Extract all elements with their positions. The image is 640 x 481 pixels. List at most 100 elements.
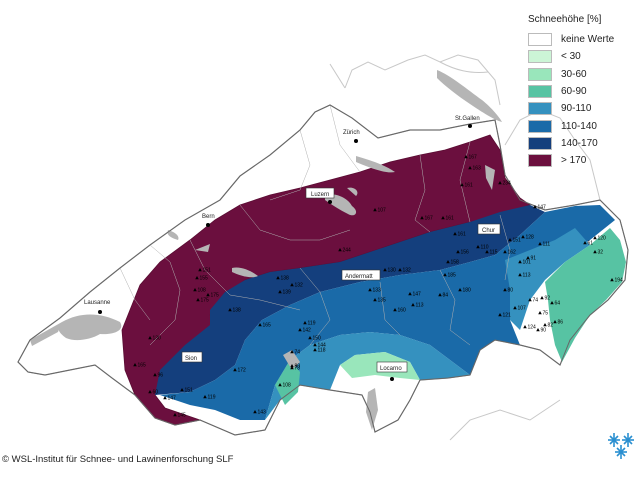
station-value: 185 (448, 273, 457, 279)
station-marker-icon (313, 348, 317, 352)
city-locarno: Locarno (376, 361, 408, 381)
station-value: 151 (513, 238, 522, 244)
station-marker-icon (553, 320, 557, 324)
station-value: 194 (615, 278, 624, 284)
station-value: 155 (200, 276, 209, 282)
city-label-zurich: Zürich (343, 130, 360, 136)
station-value: 107 (378, 208, 387, 214)
station-marker-icon (538, 242, 542, 246)
station-value: 132 (403, 268, 412, 274)
station-marker-icon (518, 260, 522, 264)
station-marker-icon (290, 364, 294, 368)
station-marker-icon (528, 298, 532, 302)
station-value: 145 (178, 413, 187, 419)
legend-item: keine Werte (528, 31, 636, 48)
region-140-170 (155, 205, 545, 395)
legend-label: 60-90 (561, 86, 587, 98)
city-andermatt: Andermatt (341, 269, 381, 281)
station-value: 111 (543, 242, 551, 248)
legend-label: 140-170 (561, 137, 598, 149)
station-marker-icon (536, 328, 540, 332)
legend-label: 110-140 (561, 120, 597, 132)
station-marker-icon (518, 273, 522, 277)
station-value: 161 (446, 216, 455, 222)
station-value: 121 (503, 313, 512, 319)
station-marker-icon (408, 292, 412, 296)
station-marker-icon (148, 336, 152, 340)
station-marker-icon (368, 288, 372, 292)
station-value: 92 (545, 296, 551, 302)
station-value: 142 (303, 328, 312, 334)
station-marker-icon (543, 323, 547, 327)
station-marker-icon (550, 301, 554, 305)
station-value: 75 (543, 311, 549, 317)
city-chur: Chur (477, 223, 501, 235)
station-marker-icon (446, 260, 450, 264)
city-bern: Bern (202, 214, 215, 227)
city-zurich: Zürich (343, 130, 360, 143)
map-legend: Schneehöhe [%] keine Werte < 30 30-60 60-90… (528, 14, 636, 169)
city-box (181, 351, 203, 363)
region-60-90 (275, 228, 626, 405)
region-110-140 (160, 205, 615, 420)
lake-constance (437, 70, 502, 122)
station-value: 160 (398, 308, 407, 314)
station-value: 175 (211, 293, 220, 299)
station-marker-icon (383, 268, 387, 272)
station-value: 86 (558, 320, 564, 326)
station-marker-icon (526, 256, 530, 260)
city-dot (206, 223, 210, 227)
station-value: 143 (258, 410, 267, 416)
station-value: 138 (281, 276, 290, 282)
neighbour-borders (329, 54, 601, 441)
station-value: 108 (283, 383, 292, 389)
legend-swatch (528, 136, 552, 150)
canton-borders (119, 104, 511, 346)
station-marker-icon (278, 290, 282, 294)
station-value: 74 (533, 298, 539, 304)
station-value: 91 (531, 256, 537, 262)
station-marker-icon (508, 238, 512, 242)
station-layer: 167 163 161 234 147 107 167 161 161 110 151 162 120 1… (133, 155, 623, 419)
city-label-lausanne: Lausanne (84, 300, 111, 306)
legend-item: > 170 (528, 152, 636, 169)
city-box (477, 223, 501, 235)
station-marker-icon (593, 250, 597, 254)
station-marker-icon (148, 390, 152, 394)
station-value: 113 (523, 273, 531, 279)
station-value: 234 (503, 181, 512, 187)
station-marker-icon (503, 288, 507, 292)
station-marker-icon (521, 235, 525, 239)
city-label-bern: Bern (202, 214, 215, 220)
station-value: 101 (523, 260, 532, 266)
city-box (376, 361, 408, 373)
station-marker-icon (540, 296, 544, 300)
station-marker-icon (206, 293, 210, 297)
station-value: 84 (443, 293, 449, 299)
station-value: 165 (138, 363, 147, 369)
station-value: 147 (168, 396, 177, 402)
station-value: 156 (461, 250, 470, 256)
city-dot (390, 377, 394, 381)
station-marker-icon (290, 366, 294, 370)
legend-swatch (528, 33, 552, 47)
station-marker-icon (533, 205, 537, 209)
city-sion: Sion (181, 351, 203, 363)
station-value: 151 (185, 388, 194, 394)
station-marker-icon (303, 321, 307, 325)
station-marker-icon (420, 216, 424, 220)
station-value: 147 (413, 292, 422, 298)
station-value: 139 (283, 290, 292, 296)
station-value: 96 (158, 373, 164, 379)
legend-item: < 30 (528, 48, 636, 65)
legend-label: < 30 (561, 51, 581, 63)
station-value: 150 (313, 336, 322, 342)
station-marker-icon (438, 293, 442, 297)
station-marker-icon (258, 323, 262, 327)
station-value: 60 (153, 390, 159, 396)
station-value: 115 (490, 250, 498, 256)
station-marker-icon (476, 245, 480, 249)
station-value: 161 (465, 183, 474, 189)
station-marker-icon (163, 396, 167, 400)
city-box (305, 187, 335, 199)
